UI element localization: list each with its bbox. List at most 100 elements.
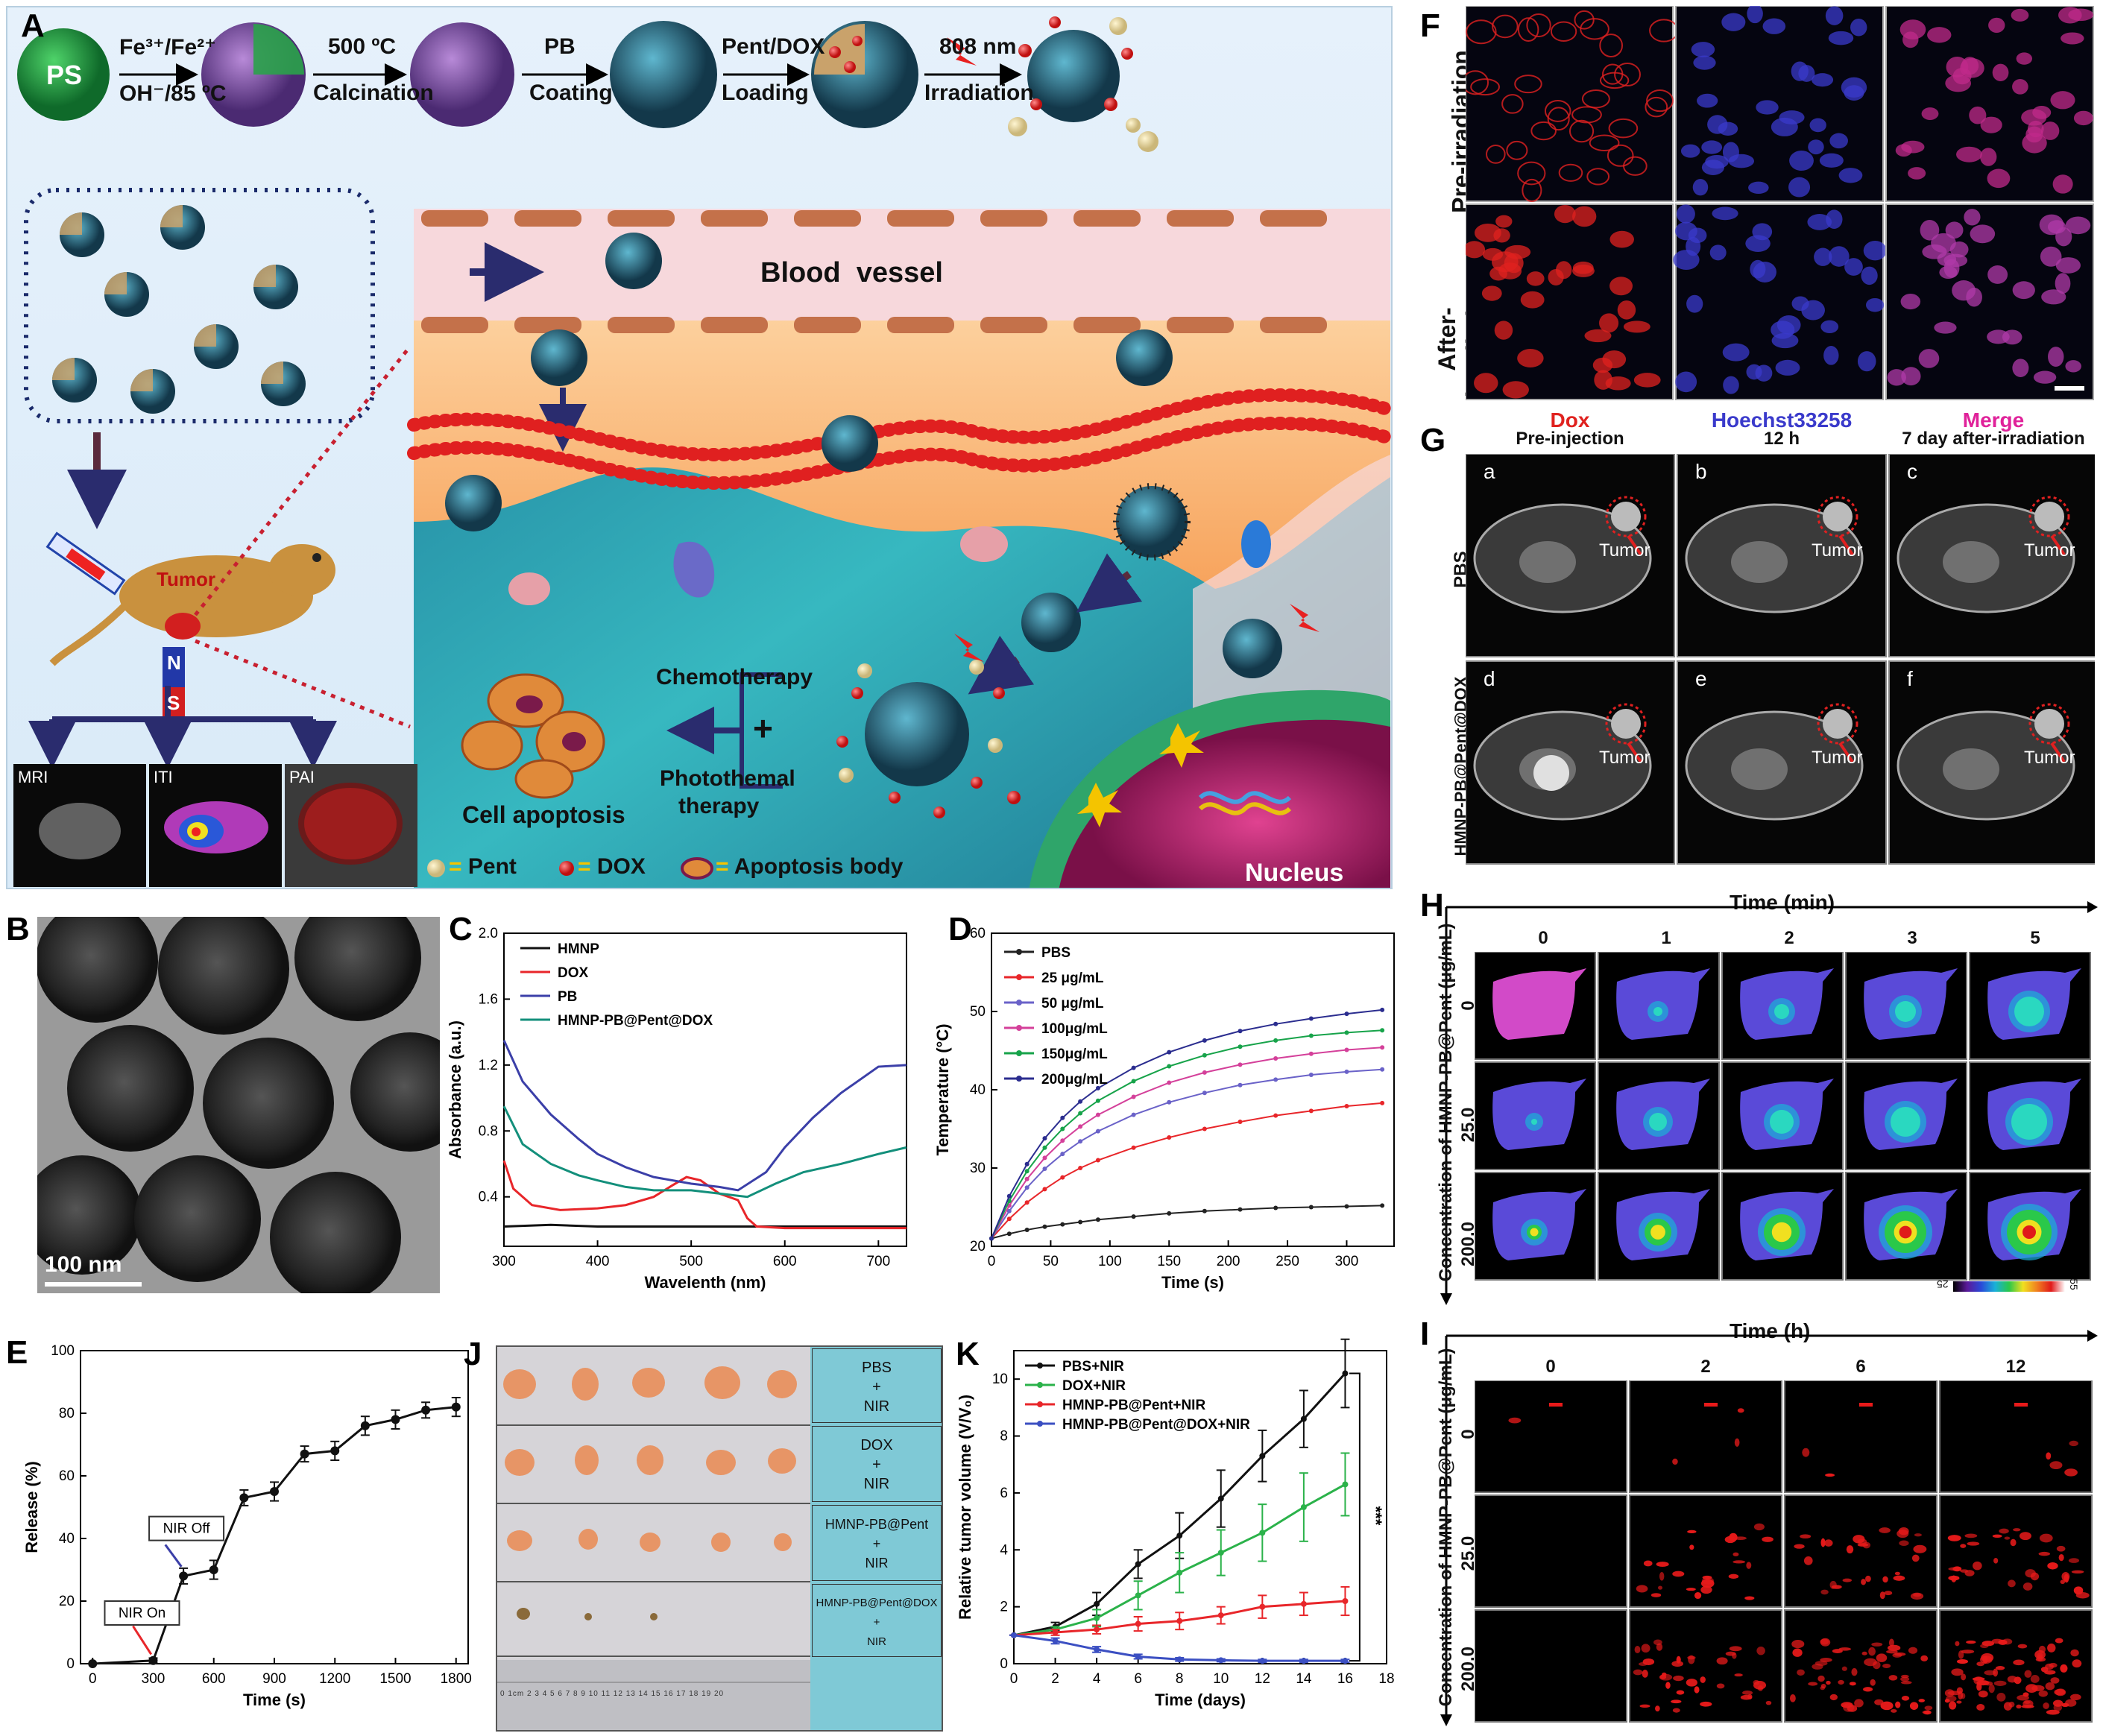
g-letter-e: e — [1695, 667, 1707, 690]
fluor-spot — [1870, 1679, 1876, 1686]
step1-bottom: OH⁻/85 ºC — [119, 81, 227, 106]
data-point — [1176, 1656, 1183, 1663]
cell — [1517, 161, 1546, 186]
data-point — [1095, 1129, 1100, 1134]
plot-frame — [1013, 1350, 1387, 1664]
cell — [1492, 14, 1519, 39]
fluor-spot — [1859, 1403, 1873, 1407]
legend-marker — [1037, 1401, 1043, 1407]
fluor-spot — [1996, 1666, 2005, 1670]
fluor-spot — [2025, 1569, 2036, 1578]
data-point — [1237, 1120, 1243, 1125]
fluor-spot — [1961, 1650, 1975, 1654]
tumor-label: Tumor — [157, 568, 215, 590]
fluor-spot — [2013, 1659, 2025, 1666]
hotspot — [1895, 1001, 1916, 1022]
mri-bright-spot — [1533, 755, 1569, 791]
cell — [1517, 349, 1544, 367]
cell — [1814, 247, 1832, 266]
cell — [2022, 133, 2047, 154]
j-label-pentdox: HMNP-PB@Pent@DOX + NIR — [812, 1584, 942, 1657]
cell — [1988, 17, 2005, 34]
panel-label-d: D — [948, 911, 972, 947]
cell — [1693, 55, 1716, 70]
mouse-icon — [119, 555, 313, 637]
cell — [2048, 347, 2064, 367]
data-point — [1024, 1176, 1030, 1181]
g-letter-c: c — [1907, 460, 1917, 483]
h-time-5: 5 — [2030, 928, 2040, 948]
hotspot-core — [1650, 1225, 1665, 1240]
x-tick-label: 0 — [988, 1254, 996, 1269]
data-point — [270, 1487, 279, 1496]
plot-frame — [503, 932, 907, 1247]
fluor-spot — [1831, 1585, 1842, 1589]
fluor-spot — [1891, 1708, 1897, 1713]
tumor-circle — [2028, 496, 2070, 537]
data-point — [1380, 1203, 1385, 1208]
cell — [2033, 370, 2057, 384]
x-tick-label: 500 — [679, 1254, 703, 1269]
fluor-spot — [1838, 1647, 1851, 1651]
data-point — [1042, 1145, 1047, 1150]
cell — [1952, 68, 1972, 85]
fluor-spot — [1794, 1544, 1805, 1549]
g-tumor-c: Tumor — [2024, 540, 2075, 561]
x-tick-label: 300 — [492, 1254, 516, 1269]
data-point — [1042, 1155, 1047, 1161]
cell — [1745, 235, 1771, 253]
x-tick-label: 100 — [1098, 1254, 1122, 1269]
fluor-spot — [1686, 1679, 1697, 1687]
fluor-spot — [1847, 1705, 1858, 1712]
data-point — [1342, 1370, 1349, 1377]
fluor-spot — [1820, 1638, 1829, 1645]
cell — [1707, 115, 1728, 134]
fluor-spot — [1820, 1657, 1832, 1662]
fluor-spot — [2061, 1572, 2070, 1582]
x-tick-label: 16 — [1337, 1671, 1353, 1687]
fluor-spot — [1948, 1567, 1961, 1571]
tumor-arrow — [1627, 742, 1642, 763]
fluor-spot — [2055, 1638, 2063, 1644]
cell — [1481, 285, 1502, 301]
data-point — [1167, 1064, 1172, 1069]
tem-scale-bar — [45, 1282, 142, 1287]
fluor-spot — [1732, 1653, 1737, 1659]
cell — [1526, 271, 1545, 286]
data-point — [1259, 1603, 1266, 1610]
fluor-spot — [2070, 1649, 2079, 1657]
y-axis-label: Release (%) — [22, 1461, 41, 1553]
cell — [1584, 329, 1612, 343]
legend-label: PBS — [1041, 945, 1071, 961]
j-label-pent-1: HMNP-PB@Pent — [825, 1517, 929, 1532]
cell — [1609, 230, 1634, 248]
fluor-spot — [1653, 1639, 1662, 1646]
x-tick-label: 50 — [1043, 1254, 1059, 1269]
fluor-spot — [2073, 1586, 2084, 1595]
x-tick-label: 600 — [773, 1254, 797, 1269]
cell — [1646, 89, 1674, 113]
cell — [1887, 369, 1906, 386]
x-tick-label: 250 — [1276, 1254, 1299, 1269]
fluor-spot — [1854, 1699, 1864, 1708]
cell — [1608, 118, 1639, 139]
magnet-n — [163, 647, 185, 687]
chart-k-tumor-volume: 0 2 4 6 8 10 12 14 16 18 0 2 4 6 8 10 Time (days) Relativ… — [956, 1338, 1395, 1709]
nucleus-label: Nucleus — [1245, 859, 1344, 887]
fluor-spot — [1914, 1533, 1922, 1537]
fluor-spot — [1753, 1679, 1760, 1685]
data-point — [1024, 1227, 1030, 1232]
data-point — [1344, 1204, 1349, 1209]
fluor-spot — [2010, 1538, 2017, 1547]
y-tick-label: 30 — [970, 1161, 986, 1176]
cell — [1723, 376, 1739, 394]
y-tick-label: 10 — [992, 1372, 1008, 1387]
cell — [1728, 154, 1755, 168]
cell — [2011, 8, 2029, 22]
data-point — [1344, 1030, 1349, 1035]
mri-tumor — [2034, 709, 2064, 739]
fluor-spot — [1694, 1591, 1702, 1600]
fluor-spot — [2049, 1662, 2058, 1668]
legend-label: HMNP-PB@Pent+NIR — [1062, 1398, 1205, 1413]
data-point — [1078, 1219, 1083, 1225]
